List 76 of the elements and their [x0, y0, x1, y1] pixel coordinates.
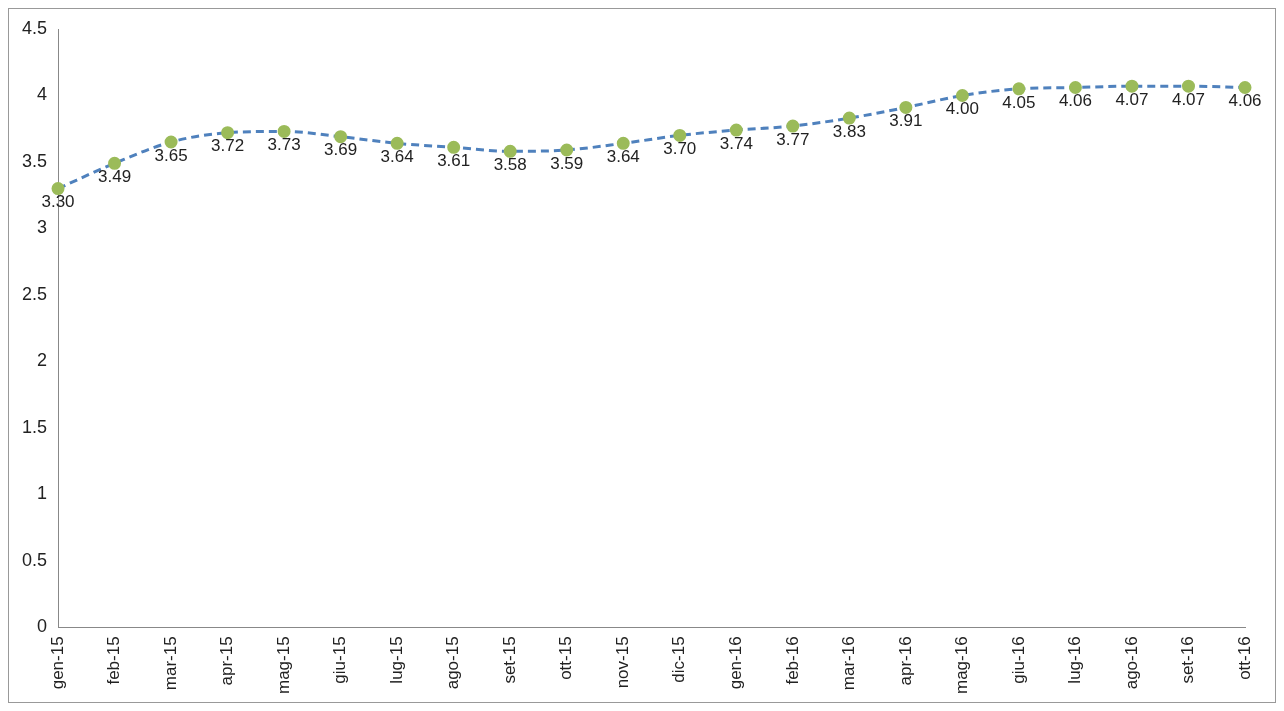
x-tick-label: ott-16 — [1234, 636, 1254, 680]
point — [1181, 79, 1195, 93]
x-tick-label: mar-16 — [839, 636, 859, 691]
y-tick-label: 3.5 — [21, 150, 48, 171]
point — [503, 144, 517, 158]
x-tick-label: ott-15 — [556, 636, 576, 680]
data-label: 3.64 — [380, 147, 414, 167]
point — [447, 140, 461, 154]
data-label: 4.00 — [945, 99, 979, 119]
data-label: 4.05 — [1002, 92, 1036, 112]
point — [899, 100, 913, 114]
data-label: 4.07 — [1171, 89, 1206, 109]
data-label: 3.83 — [832, 121, 866, 141]
x-tick-label: mag-16 — [952, 636, 972, 694]
point — [221, 126, 235, 140]
x-tick-label: feb-16 — [782, 636, 802, 685]
point — [1068, 81, 1082, 95]
data-label: 3.70 — [663, 139, 697, 159]
x-tick-label: set-15 — [499, 636, 519, 684]
data-label: 4.06 — [1228, 91, 1262, 111]
y-tick-label: 3 — [37, 217, 48, 238]
y-tick-label: 0 — [37, 616, 48, 637]
x-tick-label: feb-15 — [104, 636, 124, 685]
data-label: 4.06 — [1058, 91, 1092, 111]
data-label: 3.58 — [493, 155, 527, 175]
y-tick-label: 2.5 — [21, 283, 48, 304]
point — [390, 136, 404, 150]
x-tick-label: dic-15 — [669, 636, 689, 683]
point — [334, 130, 348, 144]
x-tick-label: gen-16 — [725, 636, 745, 690]
point — [842, 111, 856, 125]
point — [560, 143, 574, 157]
point — [786, 119, 800, 133]
data-label: 3.72 — [211, 136, 245, 156]
point — [729, 123, 743, 137]
data-label: 3.49 — [98, 166, 132, 186]
x-tick-label: ago-16 — [1121, 636, 1141, 690]
x-tick-label: ago-15 — [443, 636, 463, 690]
data-label: 3.61 — [437, 151, 471, 171]
point — [164, 135, 178, 149]
x-tick-label: set-16 — [1178, 636, 1198, 684]
data-label: 3.91 — [889, 111, 923, 131]
x-tick-label: lug-16 — [1065, 636, 1085, 684]
point — [673, 128, 687, 142]
data-label: 4.07 — [1115, 89, 1149, 109]
point — [955, 88, 969, 102]
point — [1012, 82, 1026, 96]
y-tick-label: 1.5 — [21, 416, 48, 437]
point — [277, 124, 291, 138]
data-label: 3.73 — [267, 135, 301, 155]
x-tick-label: gen-15 — [47, 636, 67, 690]
data-label: 3.30 — [41, 192, 75, 212]
x-tick-label: lug-15 — [386, 636, 406, 684]
y-tick-label: 0.5 — [21, 549, 48, 570]
point — [108, 156, 122, 170]
data-label: 3.64 — [606, 147, 640, 167]
x-tick-label: mar-15 — [160, 636, 180, 691]
y-tick-label: 1 — [37, 483, 48, 504]
x-tick-label: apr-15 — [217, 636, 237, 686]
data-label: 3.59 — [550, 153, 584, 173]
x-tick-label: giu-16 — [1008, 636, 1028, 684]
point — [1238, 81, 1252, 95]
data-label: 3.65 — [154, 145, 188, 165]
x-tick-label: mag-15 — [273, 636, 293, 694]
data-label: 3.77 — [776, 129, 810, 149]
x-tick-label: nov-15 — [612, 636, 632, 689]
point — [51, 182, 65, 196]
y-tick-label: 4.5 — [21, 17, 48, 38]
data-label: 3.69 — [324, 140, 358, 160]
x-tick-label: apr-16 — [895, 636, 915, 686]
point — [616, 136, 630, 150]
x-tick-label: giu-15 — [330, 636, 350, 684]
y-tick-label: 4 — [37, 84, 48, 105]
point — [1125, 79, 1139, 93]
y-tick-label: 2 — [37, 350, 48, 371]
data-label: 3.74 — [719, 133, 753, 153]
